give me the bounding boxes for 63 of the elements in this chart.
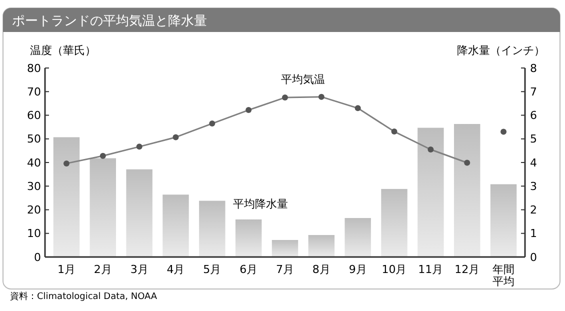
point [100, 152, 106, 159]
point [318, 94, 324, 100]
point [354, 105, 361, 112]
bar [235, 219, 262, 257]
y2-tick-label: 7 [530, 85, 537, 98]
bar [454, 124, 480, 257]
x-tick-label: 5月 [203, 263, 222, 276]
bar [53, 137, 80, 257]
y-tick-label: 10 [27, 227, 41, 240]
x-tick-label: 11月 [418, 263, 444, 276]
y-tick-label: 40 [27, 156, 41, 170]
bar [272, 240, 298, 257]
bar [344, 218, 371, 257]
y-tick-label: 20 [27, 204, 41, 217]
point [63, 160, 70, 166]
y-tick-label: 60 [27, 109, 41, 122]
x-tick-label: 1月 [57, 263, 76, 276]
x-tick-label: 10月 [382, 263, 407, 276]
bar [162, 194, 189, 257]
chart-title: ポートランドの平均気温と降水量 [12, 14, 207, 29]
y2-tick-label: 2 [530, 204, 537, 217]
y2-tick-label: 3 [530, 180, 537, 193]
point [136, 144, 142, 150]
y-axis-title: 温度（華氏） [30, 44, 96, 57]
y2-tick-label: 0 [530, 250, 537, 264]
bar [199, 200, 226, 257]
point [428, 146, 434, 153]
bar [308, 235, 335, 257]
y-tick-label: 70 [27, 85, 41, 98]
bar [381, 188, 408, 257]
bar [418, 128, 444, 257]
x-tick-label: 3月 [130, 263, 148, 276]
x-tick-label: 4月 [166, 263, 185, 276]
text: 資料：Climatological Data, NOAA [10, 291, 158, 302]
point [391, 128, 398, 135]
x-tick-label: 8月 [312, 263, 330, 276]
point [172, 134, 179, 140]
bar [90, 158, 116, 257]
series-label: 平均降水量 [233, 197, 288, 210]
y2-tick-label: 8 [530, 62, 537, 75]
x-tick-label: 6月 [240, 263, 258, 276]
point [282, 94, 288, 101]
point [500, 128, 507, 135]
bar [126, 169, 152, 257]
y-tick-label: 50 [27, 132, 41, 146]
y2-tick-label: 1 [530, 227, 537, 240]
y-tick-label: 80 [27, 62, 41, 75]
x-tick-label: 年間平均 [492, 263, 515, 288]
y-tick-label: 0 [34, 250, 41, 264]
bar [490, 184, 517, 257]
point [464, 160, 470, 166]
x-tick-label: 9月 [348, 263, 367, 276]
y-tick-label: 30 [27, 180, 41, 193]
point [209, 120, 216, 127]
y2-tick-label: 5 [530, 132, 537, 146]
y2-tick-label: 6 [530, 109, 537, 122]
x-tick-label: 12月 [454, 263, 480, 276]
x-tick-label: 2月 [94, 263, 112, 276]
point [246, 107, 252, 114]
x-tick-label: 7月 [276, 263, 294, 276]
y2-axis-title: 降水量（インチ） [457, 44, 545, 57]
series-label: 平均気温 [281, 72, 326, 86]
y2-tick-label: 4 [530, 156, 537, 170]
